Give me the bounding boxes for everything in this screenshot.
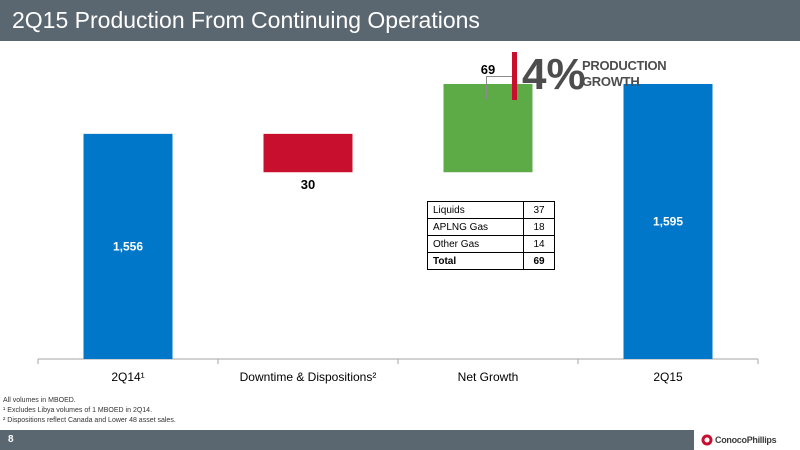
growth-label-line2: GROWTH bbox=[582, 74, 640, 89]
data-label: 1,556 bbox=[113, 239, 143, 253]
growth-percentage: 4% bbox=[522, 50, 586, 99]
footer-bar: 8 ConocoPhillips bbox=[0, 430, 800, 450]
category-label: Downtime & Dispositions² bbox=[240, 370, 377, 384]
waterfall-chart: 1,556 2Q14¹ 30 Downtime & Dispositions² 69 Ne… bbox=[37, 62, 759, 384]
growth-breakdown-table: Liquids 37 APLNG Gas 18 Other Gas 14 Tot… bbox=[427, 201, 555, 270]
callout-connector bbox=[486, 76, 513, 99]
total-label: Total bbox=[427, 252, 524, 270]
logo-text: ConocoPhillips bbox=[715, 435, 777, 445]
table-row: Other Gas 14 bbox=[427, 235, 555, 253]
logo-mark-icon bbox=[701, 434, 713, 446]
footnotes: All volumes in MBOED. ¹ Excludes Libya v… bbox=[3, 396, 176, 426]
row-label: APLNG Gas bbox=[427, 218, 524, 236]
bar-increase bbox=[443, 83, 533, 173]
row-label: Liquids bbox=[427, 201, 524, 219]
page-number: 8 bbox=[8, 434, 14, 445]
footnote: ¹ Excludes Libya volumes of 1 MBOED in 2… bbox=[3, 407, 153, 414]
bar-total bbox=[83, 133, 173, 359]
growth-label-line1: PRODUCTION bbox=[582, 58, 667, 73]
category-label: 2Q15 bbox=[653, 370, 683, 384]
title-divider bbox=[0, 41, 800, 42]
row-label: Other Gas bbox=[427, 235, 524, 253]
data-label: 1,595 bbox=[653, 214, 683, 228]
category-label: 2Q14¹ bbox=[111, 370, 144, 384]
data-label: 30 bbox=[301, 177, 315, 192]
table-row: Liquids 37 bbox=[427, 201, 555, 219]
bar-decrease bbox=[263, 133, 353, 173]
title-bar: 2Q15 Production From Continuing Operatio… bbox=[0, 0, 800, 41]
footnote: All volumes in MBOED. bbox=[3, 397, 76, 404]
data-label: 69 bbox=[481, 62, 495, 77]
page-title: 2Q15 Production From Continuing Operatio… bbox=[12, 7, 480, 33]
growth-label: PRODUCTION GROWTH bbox=[582, 58, 667, 90]
footnote: ² Dispositions reflect Canada and Lower … bbox=[3, 417, 176, 424]
bar-total bbox=[623, 83, 713, 360]
callout-accent-bar bbox=[512, 52, 517, 100]
row-value: 37 bbox=[523, 201, 555, 219]
category-label: Net Growth bbox=[458, 370, 519, 384]
total-value: 69 bbox=[523, 252, 555, 270]
table-row: APLNG Gas 18 bbox=[427, 218, 555, 236]
company-logo: ConocoPhillips bbox=[694, 430, 800, 450]
table-total-row: Total 69 bbox=[427, 252, 555, 270]
row-value: 14 bbox=[523, 235, 555, 253]
row-value: 18 bbox=[523, 218, 555, 236]
